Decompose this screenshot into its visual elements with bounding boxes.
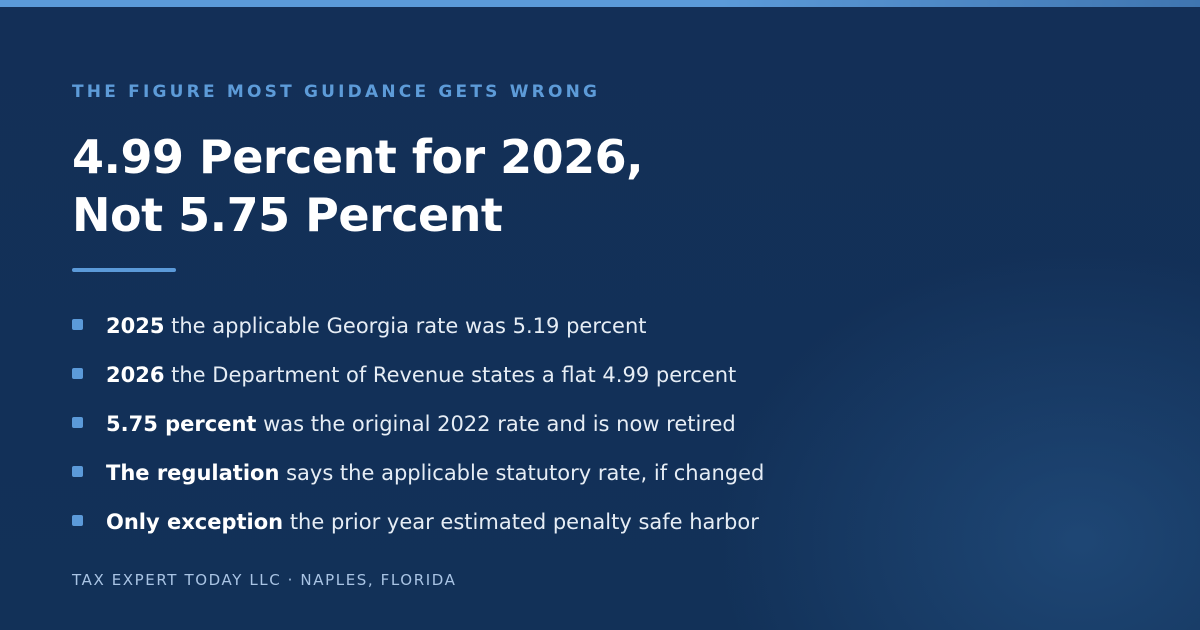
square-bullet-icon [72,319,83,330]
square-bullet-icon [72,417,83,428]
bullet-text: 2025 the applicable Georgia rate was 5.1… [106,310,647,342]
bullet-item: The regulation says the applicable statu… [72,457,764,506]
bullet-text: 2026 the Department of Revenue states a … [106,359,736,391]
bullet-body: was the original 2022 rate and is now re… [256,412,736,436]
bullet-text: 5.75 percent was the original 2022 rate … [106,408,736,440]
eyebrow-label: THE FIGURE MOST GUIDANCE GETS WRONG [72,82,601,102]
bullet-lead: 2025 [106,314,165,338]
bullet-text: Only exception the prior year estimated … [106,506,759,538]
top-accent-bar [0,0,1200,7]
bullet-list: 2025 the applicable Georgia rate was 5.1… [72,310,764,555]
accent-divider [72,268,176,272]
square-bullet-icon [72,368,83,379]
square-bullet-icon [72,515,83,526]
bullet-item: Only exception the prior year estimated … [72,506,764,555]
headline: 4.99 Percent for 2026, Not 5.75 Percent [72,128,644,244]
bullet-lead: 5.75 percent [106,412,257,436]
bullet-text: The regulation says the applicable statu… [106,457,764,489]
footer-credit: TAX EXPERT TODAY LLC · NAPLES, FLORIDA [72,571,457,589]
bullet-body: the prior year estimated penalty safe ha… [283,510,759,534]
bullet-body: the applicable Georgia rate was 5.19 per… [164,314,647,338]
bullet-lead: The regulation [106,461,280,485]
bullet-item: 5.75 percent was the original 2022 rate … [72,408,764,457]
bullet-item: 2026 the Department of Revenue states a … [72,359,764,408]
headline-line-1: 4.99 Percent for 2026, [72,130,644,184]
bullet-item: 2025 the applicable Georgia rate was 5.1… [72,310,764,359]
bullet-body: says the applicable statutory rate, if c… [279,461,765,485]
bullet-lead: Only exception [106,510,284,534]
bullet-body: the Department of Revenue states a flat … [164,363,737,387]
headline-line-2: Not 5.75 Percent [72,188,503,242]
square-bullet-icon [72,466,83,477]
bullet-lead: 2026 [106,363,165,387]
